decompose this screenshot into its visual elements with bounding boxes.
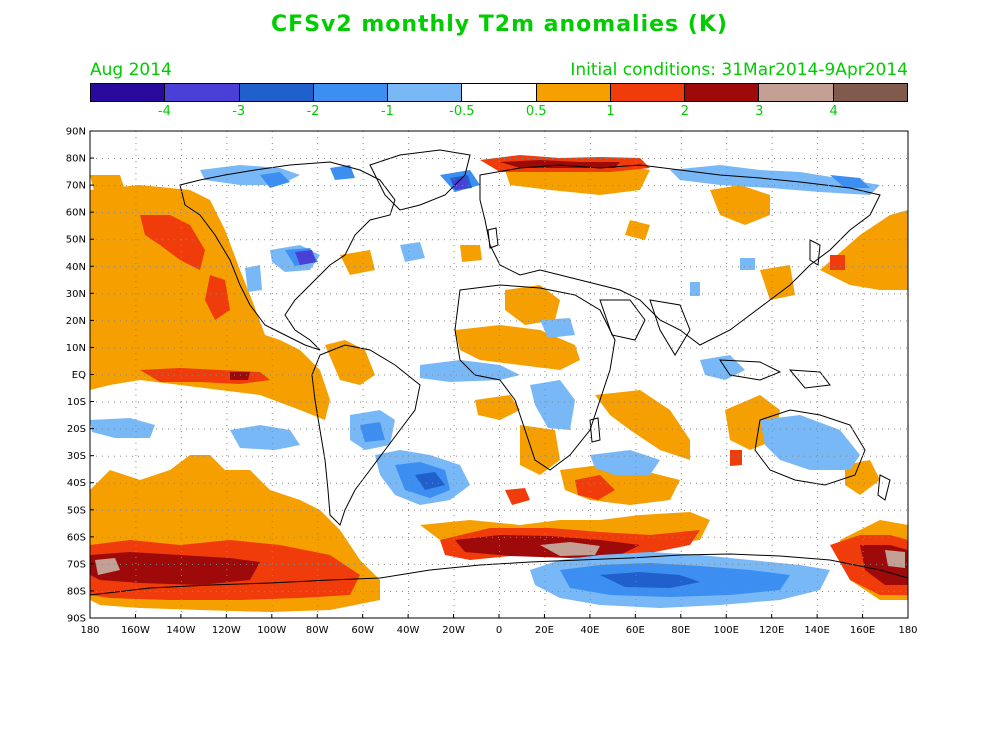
lat-tick-label: 30S (67, 451, 86, 462)
lon-tick-label: 60W (351, 625, 374, 636)
lon-tick-label: 60E (626, 625, 645, 636)
legend-label: -3 (232, 104, 246, 119)
legend-label: 2 (680, 104, 690, 119)
legend-label: 1 (606, 104, 615, 119)
lon-tick-label: 40E (580, 625, 599, 636)
lon-tick-label: 140W (166, 625, 195, 636)
legend-label: 4 (829, 104, 838, 119)
lat-tick-label: 30N (66, 289, 86, 300)
lat-tick-label: 60S (67, 532, 86, 543)
lon-tick-label: 160W (121, 625, 150, 636)
legend-label: -1 (380, 104, 394, 119)
lat-tick-label: 80N (66, 154, 86, 165)
lat-tick-label: 10N (66, 343, 86, 354)
coastlines (90, 149, 908, 596)
lat-tick-label: EQ (72, 370, 86, 381)
lat-tick-label: 50S (67, 505, 86, 516)
lon-tick-label: 120E (759, 625, 784, 636)
lon-tick-label: 180 (898, 625, 917, 636)
legend-swatch-7 (610, 84, 686, 101)
lon-tick-label: 160E (850, 625, 875, 636)
color-legend-bar (90, 83, 908, 102)
lon-tick-label: 140E (804, 625, 829, 636)
legend-swatch-4 (388, 84, 463, 101)
legend-swatch-3 (313, 84, 389, 101)
lon-tick-label: 120W (212, 625, 241, 636)
lat-tick-label: 40S (67, 478, 86, 489)
anomaly-indigo-regions (295, 178, 468, 265)
legend-label: 3 (755, 104, 764, 119)
lon-tick-label: 100E (714, 625, 739, 636)
lon-tick-label: 80E (671, 625, 690, 636)
lon-tick-label: 40W (397, 625, 420, 636)
legend-swatch-5 (462, 84, 537, 101)
lon-tick-label: 0 (496, 625, 502, 636)
lat-tick-label: 70N (66, 181, 86, 192)
lat-tick-label: 90N (66, 127, 86, 138)
legend-label: -4 (157, 104, 171, 119)
anomaly-rose-regions (95, 542, 905, 575)
lon-tick-label: 180 (80, 625, 99, 636)
legend-swatch-0 (91, 84, 166, 101)
initial-conditions: Initial conditions: 31Mar2014-9Apr2014 (570, 60, 908, 80)
lat-tick-label: 70S (67, 559, 86, 570)
longitude-axis: 180 160W 140W 120W 100W 80W 60W 40W 20W 0 20E 40E 60… (80, 614, 918, 636)
lat-tick-label: 90S (67, 614, 86, 625)
legend-label: -2 (306, 104, 320, 119)
legend-swatch-10 (833, 84, 907, 101)
lat-tick-label: 20N (66, 316, 86, 327)
lon-tick-label: 100W (257, 625, 286, 636)
lat-tick-label: 60N (66, 208, 86, 219)
latitude-axis: 90N 80N 70N 60N 50N 40N 30N 20N 10N EQ 10S 20S 30S 40… (66, 127, 94, 625)
lat-tick-label: 10S (67, 397, 86, 408)
legend-swatch-6 (536, 84, 611, 101)
legend-label: 0.5 (525, 104, 547, 119)
gridlines (90, 131, 907, 618)
legend-swatch-8 (685, 84, 760, 101)
lat-tick-label: 20S (67, 424, 86, 435)
legend-swatch-2 (239, 84, 314, 101)
chart-title: CFSv2 monthly T2m anomalies (K) (271, 12, 728, 37)
lon-tick-label: 80W (306, 625, 329, 636)
lat-tick-label: 50N (66, 235, 86, 246)
forecast-month: Aug 2014 (90, 60, 172, 80)
lat-tick-label: 40N (66, 262, 86, 273)
lon-tick-label: 20E (535, 625, 554, 636)
lon-tick-label: 20W (442, 625, 465, 636)
legend-label: -0.5 (449, 104, 475, 119)
legend-swatch-9 (759, 84, 834, 101)
lat-tick-label: 80S (67, 586, 86, 597)
legend-swatch-1 (165, 84, 240, 101)
